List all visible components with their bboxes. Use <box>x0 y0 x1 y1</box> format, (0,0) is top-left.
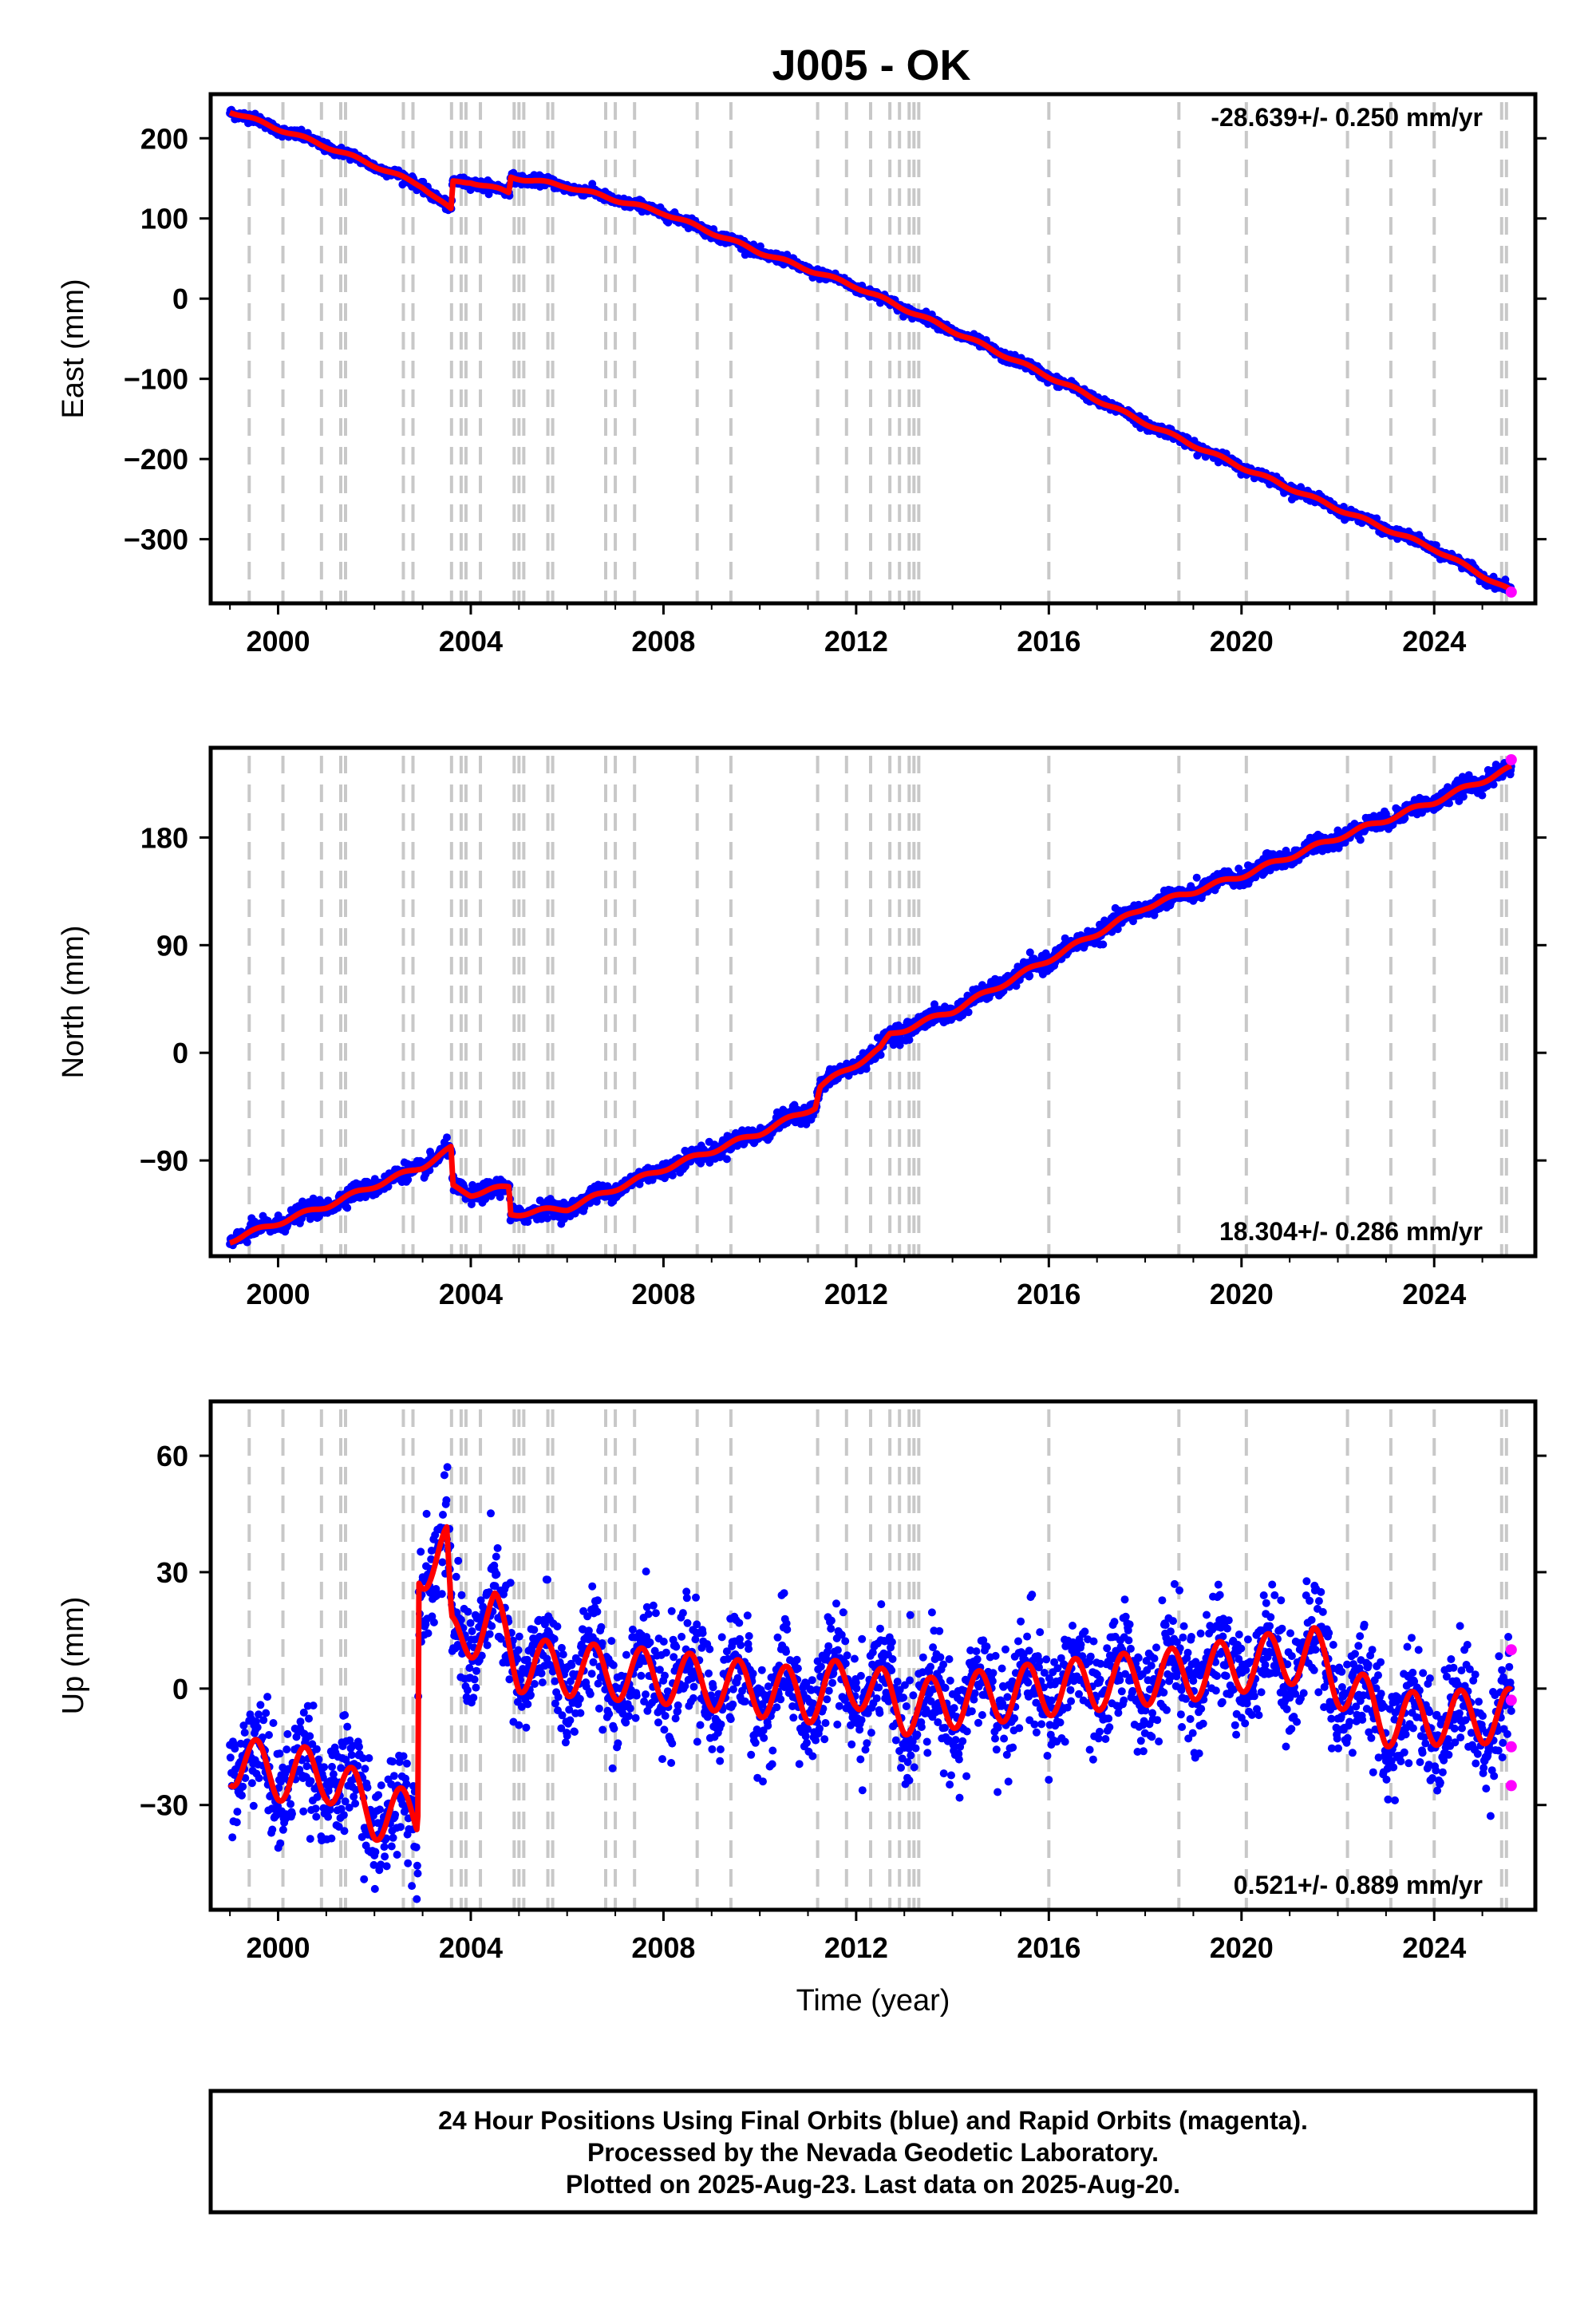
y-tick-label: −200 <box>124 443 188 476</box>
x-tick-label: 2008 <box>631 625 695 658</box>
panels-group: 200 100 0 −100 −200 −300 2000 2004 2008 2012 2016 2… <box>57 92 1547 2018</box>
y-tick-label: −100 <box>124 363 188 396</box>
north-final-point <box>964 1008 973 1017</box>
north-final-point <box>443 1133 451 1142</box>
x-tick-label: 2024 <box>1402 625 1466 658</box>
x-tick-label: 2020 <box>1210 625 1274 658</box>
east-rapid-point <box>1505 586 1517 598</box>
y-tick-label: 0 <box>172 283 188 315</box>
panel-east: 200 100 0 −100 −200 −300 2000 2004 2008 2012 2016 2… <box>57 92 1547 658</box>
north-final-point <box>343 1203 352 1212</box>
x-tick-label: 2004 <box>439 625 503 658</box>
y-tick-label: 100 <box>140 203 188 235</box>
x-tick-label: 2016 <box>1017 625 1080 658</box>
east-y-axis-label: East (mm) <box>57 279 90 418</box>
north-final-point <box>1099 940 1108 949</box>
north-final-point <box>1025 971 1034 980</box>
y-tick-label: 200 <box>140 122 188 155</box>
north-final-point <box>862 1065 871 1073</box>
north-final-point <box>668 1171 677 1180</box>
chart-title: J005 - OK <box>772 41 970 89</box>
x-tick-label: 2012 <box>824 625 888 658</box>
y-tick-label: −300 <box>124 524 188 556</box>
north-final-point <box>905 1036 914 1044</box>
north-final-point <box>404 1176 413 1184</box>
north-final-point <box>722 1155 731 1164</box>
north-final-point <box>1192 873 1201 882</box>
x-tick-label: 2000 <box>246 625 310 658</box>
east-rate-annotation: -28.639+/- 0.250 mm/yr <box>1211 103 1483 132</box>
north-final-point <box>243 1238 251 1247</box>
